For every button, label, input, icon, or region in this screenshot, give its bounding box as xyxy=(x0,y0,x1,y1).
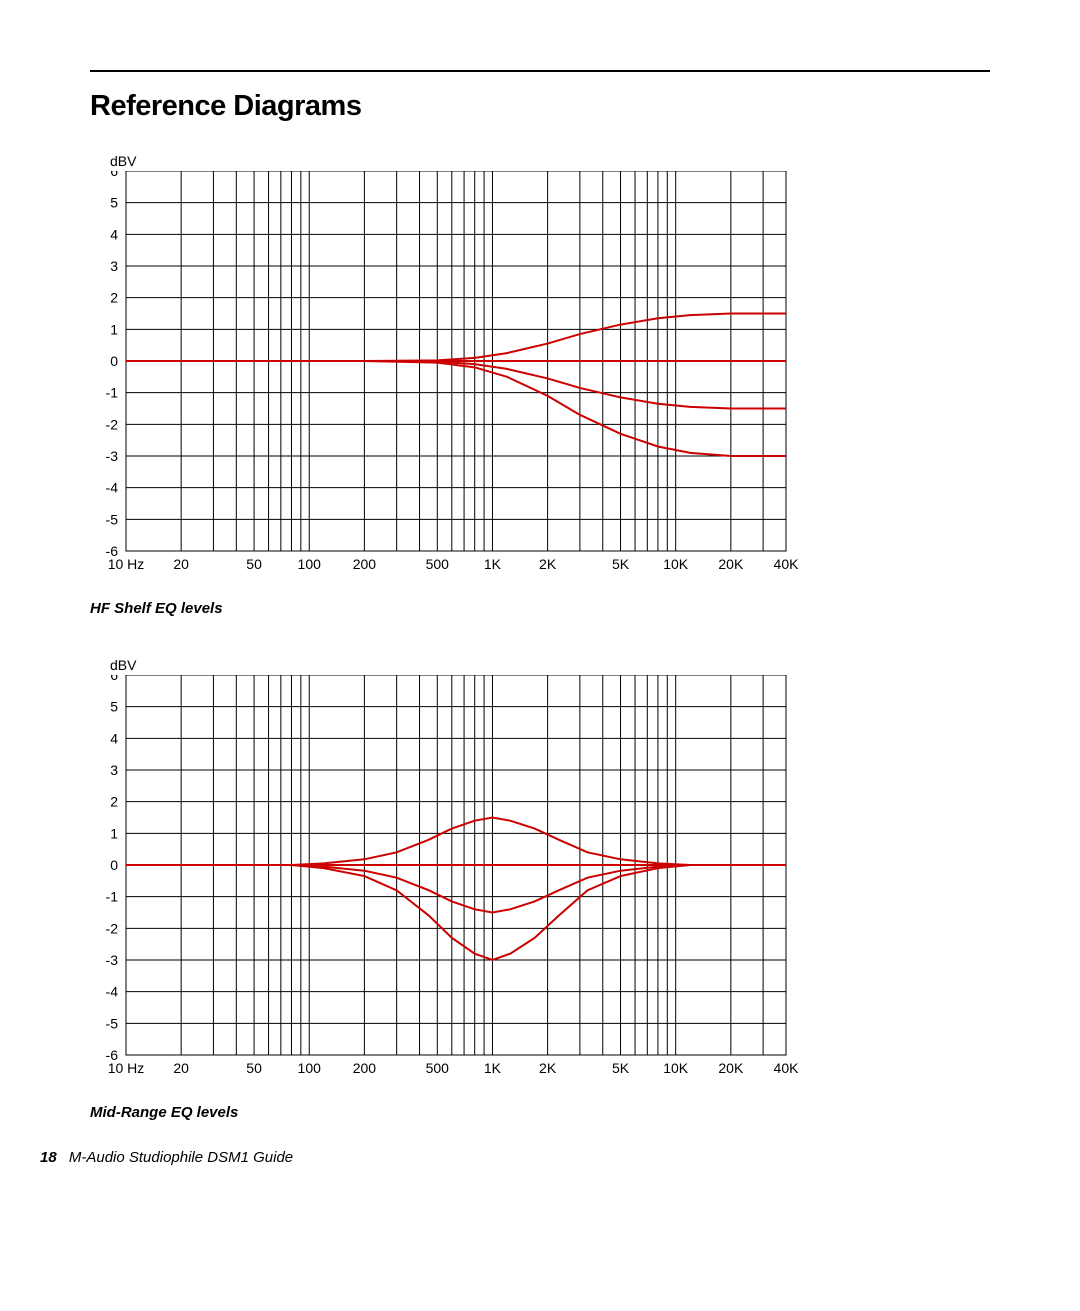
x-tick-label: 500 xyxy=(426,1060,450,1076)
x-tick-label: 2K xyxy=(539,1060,557,1076)
y-tick-label: 5 xyxy=(110,195,118,211)
y-tick-label: 5 xyxy=(110,699,118,715)
chart-mid-range: dBV -6-5-4-3-2-1012345610 Hz205010020050… xyxy=(90,657,990,1121)
x-tick-label: 10K xyxy=(663,1060,689,1076)
chart-hf-shelf-unit: dBV xyxy=(110,153,990,169)
y-tick-label: -2 xyxy=(106,416,119,432)
x-tick-label: 50 xyxy=(246,1060,262,1076)
x-tick-label: 1K xyxy=(484,556,502,572)
x-tick-label: 50 xyxy=(246,556,262,572)
page-footer: 18 M-Audio Studiophile DSM1 Guide xyxy=(40,1149,293,1166)
x-tick-label: 1K xyxy=(484,1060,502,1076)
y-tick-label: -1 xyxy=(106,385,119,401)
y-tick-label: 6 xyxy=(110,171,118,179)
x-tick-label: 40K xyxy=(774,1060,800,1076)
chart-hf-shelf: dBV -6-5-4-3-2-1012345610 Hz205010020050… xyxy=(90,153,990,617)
x-tick-label: 10K xyxy=(663,556,689,572)
chart-mid-range-unit: dBV xyxy=(110,657,990,673)
y-tick-label: -1 xyxy=(106,889,119,905)
x-tick-label: 40K xyxy=(774,556,800,572)
curve-+1.5dB xyxy=(126,314,786,362)
x-tick-label: 10 Hz xyxy=(108,556,145,572)
curve--3dB xyxy=(126,361,786,456)
chart-hf-shelf-caption: HF Shelf EQ levels xyxy=(90,600,990,617)
y-tick-label: -3 xyxy=(106,952,119,968)
section-title: Reference Diagrams xyxy=(90,90,990,123)
y-tick-label: 0 xyxy=(110,857,118,873)
y-tick-label: 0 xyxy=(110,353,118,369)
footer-guide-title: M-Audio Studiophile DSM1 Guide xyxy=(69,1149,293,1166)
y-tick-label: 2 xyxy=(110,290,118,306)
y-tick-label: 1 xyxy=(110,321,118,337)
x-tick-label: 200 xyxy=(353,556,377,572)
y-tick-label: 1 xyxy=(110,825,118,841)
x-tick-label: 20K xyxy=(718,1060,744,1076)
page: Reference Diagrams dBV -6-5-4-3-2-101234… xyxy=(0,0,1080,1311)
curve-+1.5dB xyxy=(126,818,786,866)
y-tick-label: -5 xyxy=(106,1015,119,1031)
top-rule xyxy=(90,70,990,72)
x-tick-label: 500 xyxy=(426,556,450,572)
chart-hf-shelf-svg: -6-5-4-3-2-1012345610 Hz20501002005001K2… xyxy=(90,171,806,581)
y-tick-label: -3 xyxy=(106,448,119,464)
x-tick-label: 10 Hz xyxy=(108,1060,145,1076)
x-tick-label: 20 xyxy=(173,1060,189,1076)
x-tick-label: 200 xyxy=(353,1060,377,1076)
x-tick-label: 20 xyxy=(173,556,189,572)
y-tick-label: -4 xyxy=(106,984,119,1000)
y-tick-label: -5 xyxy=(106,511,119,527)
y-tick-label: 4 xyxy=(110,730,118,746)
x-tick-label: 5K xyxy=(612,1060,630,1076)
x-tick-label: 20K xyxy=(718,556,744,572)
y-tick-label: 6 xyxy=(110,675,118,683)
curve--3dB xyxy=(126,865,786,960)
x-tick-label: 2K xyxy=(539,556,557,572)
y-tick-label: 2 xyxy=(110,794,118,810)
chart-mid-range-svg: -6-5-4-3-2-1012345610 Hz20501002005001K2… xyxy=(90,675,806,1085)
chart-mid-range-caption: Mid-Range EQ levels xyxy=(90,1104,990,1121)
x-tick-label: 100 xyxy=(298,556,322,572)
y-tick-label: -4 xyxy=(106,480,119,496)
x-tick-label: 5K xyxy=(612,556,630,572)
y-tick-label: -2 xyxy=(106,920,119,936)
curve--1.5dB xyxy=(126,865,786,913)
y-tick-label: 3 xyxy=(110,258,118,274)
x-tick-label: 100 xyxy=(298,1060,322,1076)
y-tick-label: 4 xyxy=(110,226,118,242)
y-tick-label: 3 xyxy=(110,762,118,778)
curve--1.5dB xyxy=(126,361,786,409)
page-number: 18 xyxy=(40,1149,57,1166)
